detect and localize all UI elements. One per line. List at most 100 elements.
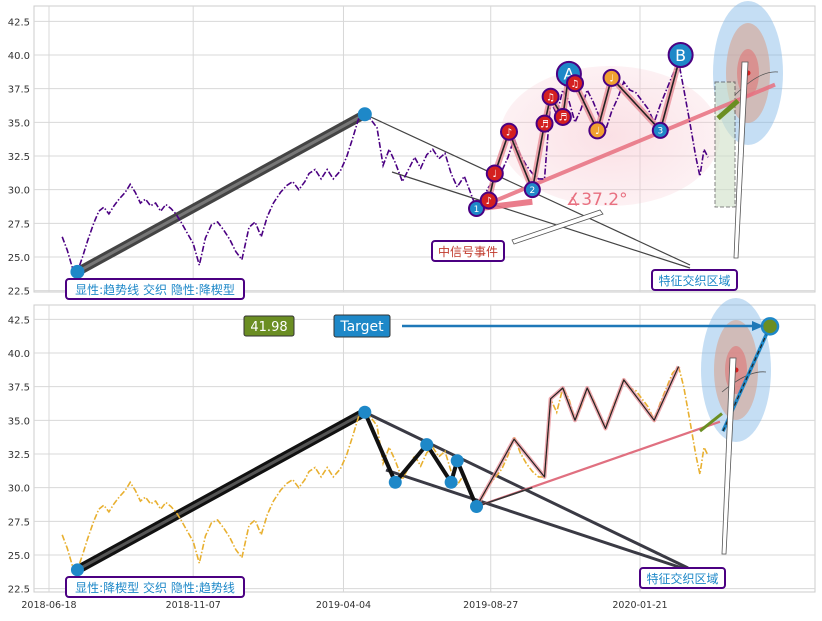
trend-end-dot-top [357, 107, 372, 122]
signal-marker-label: ♩ [492, 169, 497, 180]
signal-marker [541, 87, 560, 106]
signal-marker-label: ♫ [571, 79, 580, 90]
signal-marker [553, 107, 572, 126]
target-arrow-head [752, 321, 764, 331]
pattern-label-box-top [65, 278, 245, 300]
pattern-label-top: 显性:趋势线 交织 隐性:降楔型 [65, 278, 245, 300]
signal-event-label: 中信号事件 [431, 209, 604, 262]
angle-annotation: ∡37.2° [566, 190, 628, 210]
signal-marker-label: ♪ [506, 127, 512, 138]
signal-marker-label: B [675, 46, 686, 65]
signal-marker [479, 191, 498, 210]
pattern-label-box-bottom [65, 576, 245, 598]
axes-labels: 22.5 25.0 27.5 30.0 32.5 35.0 37.5 40.0 42.5 22.5… [8, 17, 668, 611]
target-label: Target [333, 314, 764, 338]
y-tick-label: 22.5 [8, 585, 30, 596]
pivot-dot-bottom [420, 438, 434, 452]
base-line-bottom [476, 486, 533, 508]
signal-marker-label: ♫ [546, 92, 555, 103]
wedge-zigzag-bottom [362, 411, 479, 508]
price-badge-box [243, 315, 295, 337]
zone-arrow-bottom [721, 357, 737, 555]
signal-callout-arrow [511, 209, 604, 245]
zone-label-bottom: 特征交织区域 [639, 357, 737, 589]
signal-marker [566, 74, 585, 93]
y-tick-label: 40.0 [8, 349, 30, 360]
x-tick-label: 2018-11-07 [166, 600, 221, 611]
y-tick-label: 40.0 [8, 51, 30, 62]
y-tick-label: 27.5 [8, 219, 30, 230]
signal-marker-label: A [563, 65, 574, 84]
price-badge: 41.98 [243, 315, 295, 337]
y-tick-label: 42.5 [8, 17, 30, 28]
y-tick-label: 27.5 [8, 517, 30, 528]
signal-marker [667, 42, 694, 68]
green-segment-bottom [699, 412, 723, 433]
signal-marker-label: 2 [529, 186, 535, 196]
y-tick-label: 42.5 [8, 315, 30, 326]
x-tick-label: 2018-06-18 [21, 600, 76, 611]
target-label-box [333, 314, 391, 338]
x-tick-label: 2019-08-27 [463, 600, 518, 611]
y-tick-label: 25.0 [8, 551, 30, 562]
y-tick-label: 32.5 [8, 152, 30, 163]
y-tick-label: 35.0 [8, 118, 30, 129]
major-trendline-top-core [76, 112, 366, 274]
zone-label-top: 特征交织区域 [651, 61, 749, 291]
pivot-dot-bottom [450, 454, 464, 468]
y-tick-label: 37.5 [8, 383, 30, 394]
y-tick-label: 32.5 [8, 450, 30, 461]
pattern-label-text-bottom: 显性:降楔型 交织 隐性:趋势线 [75, 580, 235, 595]
y-tick-label: 37.5 [8, 85, 30, 96]
signal-marker [523, 181, 541, 199]
signal-marker-label: ♬ [558, 113, 567, 124]
target-projection-dash [722, 326, 771, 432]
pivot-dot-bottom [388, 475, 402, 489]
price-badge-text: 41.98 [250, 320, 287, 335]
zone-label-box-bottom [639, 567, 726, 589]
signal-marker-label: ♪ [486, 196, 492, 207]
zone-label-box-top [651, 269, 738, 291]
signal-marker [588, 121, 607, 140]
y-tick-label: 22.5 [8, 287, 30, 298]
wedge-lower-top [391, 171, 691, 269]
zone-label-text-bottom: 特征交织区域 [646, 571, 718, 586]
signal-marker-label: 1 [474, 205, 480, 215]
signal-label-box [431, 240, 505, 262]
signal-marker [500, 122, 519, 141]
zone-curve-top [734, 71, 779, 96]
signal-marker [535, 114, 554, 133]
pivot-dot-bottom [358, 405, 372, 419]
zone-arrow-top [733, 61, 749, 259]
target-label-text: Target [339, 319, 384, 335]
signal-marker-label: 3 [657, 127, 663, 137]
y-tick-label: 30.0 [8, 186, 30, 197]
signal-marker [602, 68, 621, 87]
wedge-lower-bottom [385, 468, 689, 572]
pattern-label-bottom: 显性:降楔型 交织 隐性:趋势线 [65, 576, 245, 598]
bottom-pattern-lines [72, 371, 767, 575]
trend-start-dot-top [70, 264, 85, 279]
x-tick-label: 2019-04-04 [316, 600, 371, 611]
breakout-line-bottom [475, 366, 680, 507]
y-tick-label: 25.0 [8, 253, 30, 264]
pivot-dot-bottom [444, 475, 458, 489]
signal-label-text: 中信号事件 [438, 244, 498, 259]
major-trendline-bottom-core [76, 410, 366, 572]
signal-marker-label: ♩ [609, 73, 614, 84]
x-tick-label: 2020-01-21 [612, 600, 667, 611]
signal-marker [468, 200, 486, 218]
pivot-dot-bottom [470, 500, 484, 514]
pattern-label-text-top: 显性:趋势线 交织 隐性:降楔型 [75, 282, 235, 297]
green-segment-top [716, 98, 740, 121]
signal-marker [651, 121, 669, 139]
y-tick-label: 35.0 [8, 416, 30, 427]
zone-label-text-top: 特征交织区域 [658, 273, 730, 288]
y-tick-label: 30.0 [8, 484, 30, 495]
angle-label: ∡37.2° [566, 190, 628, 210]
target-point [760, 317, 780, 336]
signal-marker-label: ♬ [540, 119, 549, 130]
